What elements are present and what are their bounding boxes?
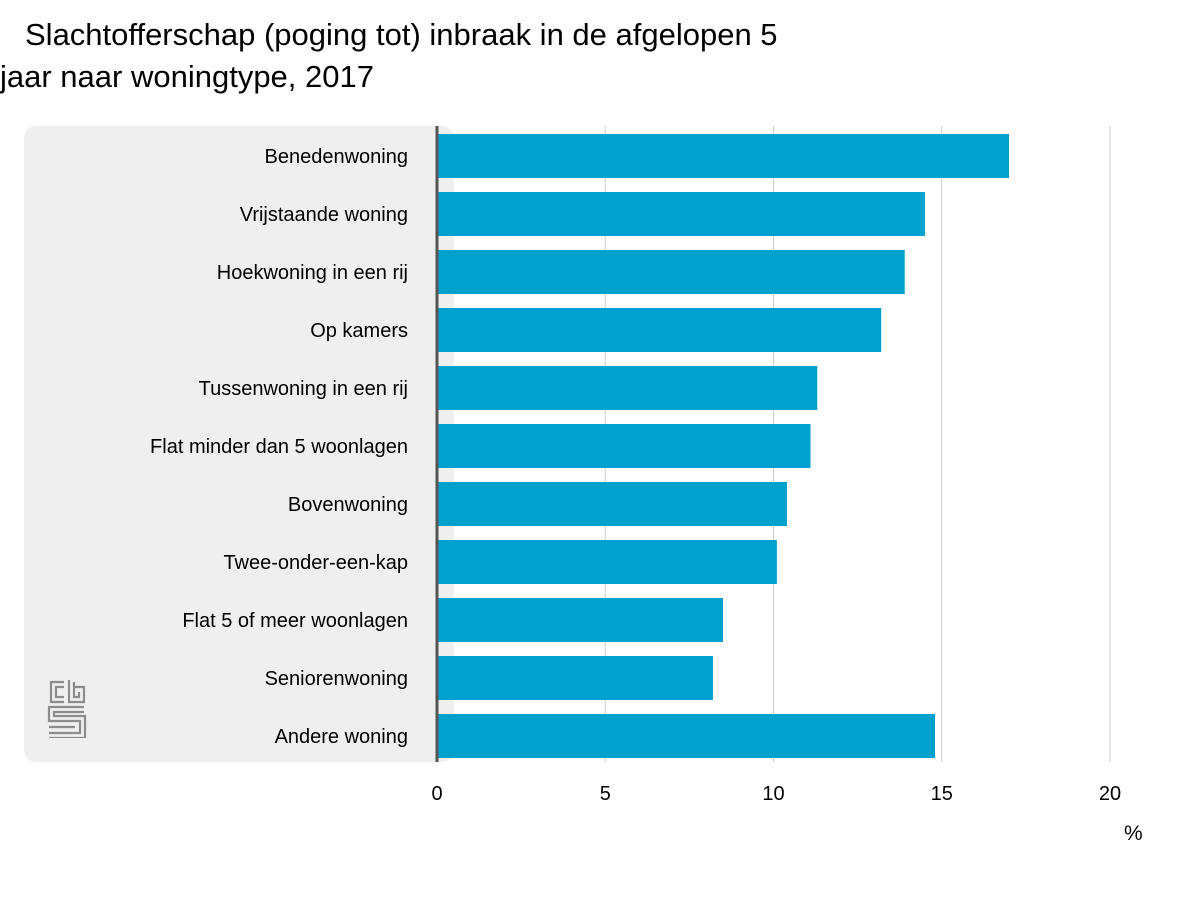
category-label-7: Bovenwoning xyxy=(288,494,408,516)
bar-4 xyxy=(438,308,882,352)
category-label-8: Twee-onder-een-kap xyxy=(223,552,408,574)
category-label-panel xyxy=(24,126,454,762)
x-tick-label-0: 0 xyxy=(431,783,442,805)
bar-10 xyxy=(438,656,713,700)
category-label-10: Seniorenwoning xyxy=(265,668,408,690)
chart-title-line-1: Slachtofferschap (poging tot) inbraak in… xyxy=(25,17,778,52)
bar-6 xyxy=(438,424,811,468)
category-label-2: Vrijstaande woning xyxy=(240,204,408,226)
x-tick-label-15: 15 xyxy=(931,783,953,805)
bar-3 xyxy=(438,250,905,294)
bar-1 xyxy=(438,134,1010,178)
chart-title-line-2: jaar naar woningtype, 2017 xyxy=(0,59,374,94)
category-label-11: Andere woning xyxy=(275,726,408,748)
category-label-5: Tussenwoning in een rij xyxy=(199,378,408,400)
bar-8 xyxy=(438,540,777,584)
x-tick-label-5: 5 xyxy=(600,783,611,805)
category-label-1: Benedenwoning xyxy=(265,146,408,168)
category-label-6: Flat minder dan 5 woonlagen xyxy=(150,436,408,458)
bar-2 xyxy=(438,192,925,236)
x-tick-label-20: 20 xyxy=(1099,783,1121,805)
cbs-logo-icon xyxy=(47,680,87,738)
bar-5 xyxy=(438,366,818,410)
x-tick-label-10: 10 xyxy=(762,783,784,805)
bar-11 xyxy=(438,714,936,758)
bar-7 xyxy=(438,482,787,526)
bar-9 xyxy=(438,598,724,642)
category-label-4: Op kamers xyxy=(310,320,408,342)
category-label-9: Flat 5 of meer woonlagen xyxy=(182,610,408,632)
chart-title: Slachtofferschap (poging tot) inbraak in… xyxy=(0,14,900,98)
category-label-3: Hoekwoning in een rij xyxy=(217,262,408,284)
x-axis-unit-label: % xyxy=(1124,822,1143,845)
